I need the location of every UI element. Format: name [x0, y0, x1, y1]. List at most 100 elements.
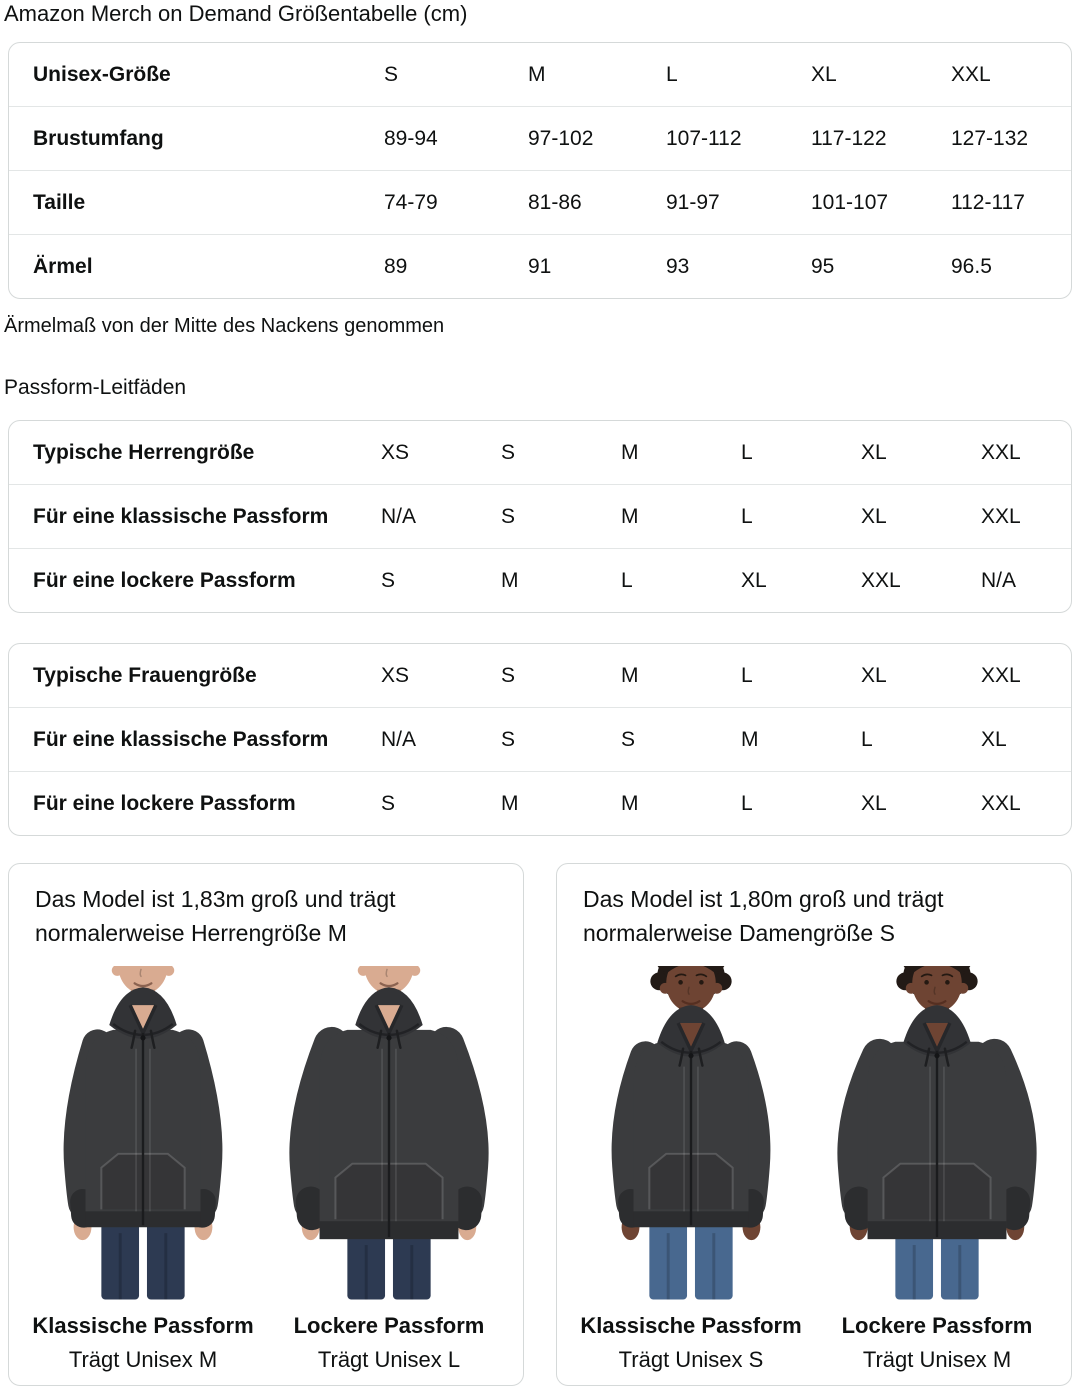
- model-photo-loose-fit: [275, 966, 503, 1301]
- figure-caption: Lockere Passform Trägt Unisex M: [823, 1313, 1051, 1373]
- fit-guides-heading: Passform-Leitfäden: [4, 376, 187, 399]
- row-value: 127-132: [951, 126, 1029, 150]
- row-value: L: [741, 504, 753, 528]
- person-in-zip-hoodie-illustration: [611, 966, 771, 1300]
- figure-caption: Klassische Passform Trägt Unisex M: [29, 1313, 257, 1373]
- row-value: 117-122: [811, 126, 887, 150]
- table-row: Unisex-Größe S M L XL XXL: [9, 43, 1071, 106]
- row-value: S: [381, 791, 396, 815]
- row-value: L: [861, 727, 873, 751]
- model-figures: Klassische Passform Trägt Unisex S Lockere…: [577, 966, 1051, 1373]
- fit-label: Klassische Passform: [32, 1313, 254, 1338]
- row-value: 97-102: [528, 126, 594, 150]
- row-label: Taille: [33, 190, 86, 214]
- row-value: 112-117: [951, 190, 1025, 214]
- row-value: M: [501, 791, 519, 815]
- row-label: Brustumfang: [33, 126, 164, 150]
- size-label: Trägt Unisex S: [618, 1347, 764, 1372]
- table-row: Typische Frauengröße XS S M L XL XXL: [9, 644, 1071, 707]
- row-value: XL: [981, 727, 1007, 751]
- row-value: 89: [384, 254, 408, 278]
- model-figure-classic-fit: Klassische Passform Trägt Unisex S: [577, 966, 805, 1373]
- figure-caption: Lockere Passform Trägt Unisex L: [275, 1313, 503, 1373]
- row-value: XXL: [981, 440, 1021, 464]
- row-value: M: [528, 62, 546, 86]
- row-value: XS: [381, 440, 410, 464]
- fit-label: Lockere Passform: [293, 1313, 485, 1338]
- size-label: Trägt Unisex L: [317, 1347, 461, 1372]
- row-value: N/A: [981, 568, 1017, 592]
- row-value: L: [666, 62, 678, 86]
- row-value: 95: [811, 254, 835, 278]
- row-value: XS: [381, 663, 410, 687]
- row-value: 81-86: [528, 190, 582, 214]
- row-value: L: [741, 440, 753, 464]
- row-value: L: [741, 663, 753, 687]
- table-row: Für eine lockere Passform S M M L XL XXL: [9, 771, 1071, 835]
- page-title: Amazon Merch on Demand Größentabelle (cm…: [4, 1, 468, 26]
- row-value: XL: [741, 568, 767, 592]
- table-row: Brustumfang 89-94 97-102 107-112 117-122 127-…: [9, 106, 1071, 170]
- row-value: L: [621, 568, 633, 592]
- person-in-zip-hoodie-illustration: [289, 966, 489, 1300]
- row-label: Für eine lockere Passform: [33, 568, 296, 592]
- row-value: XL: [861, 663, 887, 687]
- row-value: S: [501, 727, 516, 751]
- row-value: XXL: [951, 62, 991, 86]
- person-in-zip-hoodie-illustration: [63, 966, 223, 1300]
- table-row: Ärmel 89 91 93 95 96.5: [9, 234, 1071, 298]
- fit-label: Lockere Passform: [841, 1313, 1033, 1338]
- row-value: XL: [861, 791, 887, 815]
- row-value: XXL: [861, 568, 901, 592]
- row-value: XL: [811, 62, 837, 86]
- row-value: M: [621, 504, 639, 528]
- row-value: 107-112: [666, 126, 742, 150]
- table-row: Taille 74-79 81-86 91-97 101-107 112-117: [9, 170, 1071, 234]
- row-value: S: [501, 504, 516, 528]
- row-value: S: [501, 663, 516, 687]
- row-value: S: [501, 440, 516, 464]
- row-value: XL: [861, 504, 887, 528]
- model-figure-loose-fit: Lockere Passform Trägt Unisex L: [275, 966, 503, 1373]
- model-photo-classic-fit: [577, 966, 805, 1301]
- model-description: Das Model ist 1,83m groß und trägt norma…: [35, 886, 396, 946]
- row-value: M: [621, 440, 639, 464]
- row-value: XXL: [981, 663, 1021, 687]
- size-label: Trägt Unisex M: [68, 1347, 218, 1372]
- model-card-men: Das Model ist 1,83m groß und trägt norma…: [8, 863, 524, 1386]
- table-row: Typische Herrengröße XS S M L XL XXL: [9, 421, 1071, 484]
- row-value: M: [501, 568, 519, 592]
- womens-fit-table: Typische Frauengröße XS S M L XL XXL Für eine k…: [8, 643, 1072, 836]
- row-value: XL: [861, 440, 887, 464]
- model-description: Das Model ist 1,80m groß und trägt norma…: [583, 886, 944, 946]
- row-value: 101-107: [811, 190, 889, 214]
- row-value: L: [741, 791, 753, 815]
- row-value: 91: [528, 254, 552, 278]
- row-value: S: [621, 727, 636, 751]
- row-value: N/A: [381, 727, 417, 751]
- person-in-zip-hoodie-illustration: [837, 966, 1037, 1300]
- model-figure-classic-fit: Klassische Passform Trägt Unisex M: [29, 966, 257, 1373]
- row-value: M: [621, 791, 639, 815]
- row-label: Für eine klassische Passform: [33, 504, 329, 528]
- table-row: Für eine klassische Passform N/A S S M L XL: [9, 707, 1071, 771]
- row-label: Für eine klassische Passform: [33, 727, 329, 751]
- unisex-size-table: Unisex-Größe S M L XL XXL Brustumfang 89-94 97-1…: [8, 42, 1072, 299]
- row-label: Unisex-Größe: [33, 62, 171, 86]
- fit-label: Klassische Passform: [580, 1313, 802, 1338]
- sleeve-measure-note: Ärmelmaß von der Mitte des Nackens genom…: [4, 315, 445, 337]
- row-value: M: [741, 727, 759, 751]
- row-label: Ärmel: [33, 254, 93, 278]
- figure-caption: Klassische Passform Trägt Unisex S: [577, 1313, 805, 1373]
- row-value: M: [621, 663, 639, 687]
- model-photo-classic-fit: [29, 966, 257, 1301]
- model-figures: Klassische Passform Trägt Unisex M Lockere…: [29, 966, 503, 1373]
- size-label: Trägt Unisex M: [862, 1347, 1012, 1372]
- row-value: 93: [666, 254, 690, 278]
- model-figure-loose-fit: Lockere Passform Trägt Unisex M: [823, 966, 1051, 1373]
- row-value: S: [381, 568, 396, 592]
- row-value: 91-97: [666, 190, 720, 214]
- row-label: Typische Herrengröße: [33, 440, 255, 464]
- row-value: S: [384, 62, 399, 86]
- mens-fit-table: Typische Herrengröße XS S M L XL XXL Für eine k…: [8, 420, 1072, 613]
